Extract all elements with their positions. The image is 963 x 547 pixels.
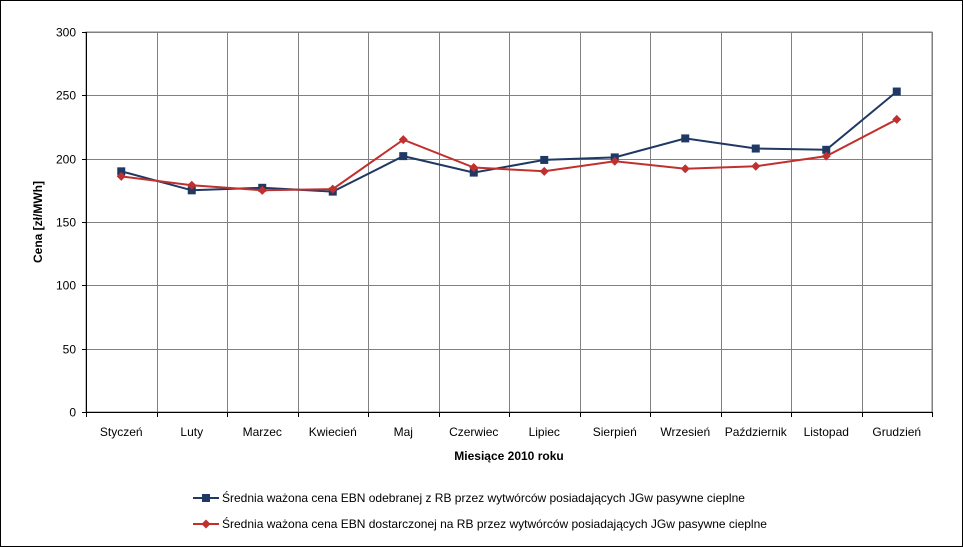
x-tick-label: Kwiecień bbox=[309, 425, 357, 439]
data-point bbox=[610, 156, 620, 166]
x-tick-label: Lipiec bbox=[529, 425, 560, 439]
y-tick-label: 200 bbox=[56, 153, 76, 167]
data-point bbox=[117, 167, 126, 176]
series-1 bbox=[116, 114, 902, 195]
series-line-0 bbox=[121, 90, 898, 193]
x-tick-label: Sierpień bbox=[593, 425, 637, 439]
legend-entry-0: Średnia ważona cena EBN odebranej z RB p… bbox=[193, 490, 745, 505]
x-tick-label: Maj bbox=[394, 425, 413, 439]
legend-entry-1: Średnia ważona cena EBN dostarczonej na … bbox=[193, 516, 767, 531]
data-point bbox=[399, 152, 408, 161]
x-tick-label: Grudzień bbox=[872, 425, 921, 439]
grid bbox=[85, 31, 933, 413]
x-tick-label: Czerwiec bbox=[449, 425, 498, 439]
legend: Średnia ważona cena EBN odebranej z RB p… bbox=[193, 490, 767, 531]
data-point bbox=[751, 161, 761, 171]
x-tick-label: Listopad bbox=[804, 425, 849, 439]
axes bbox=[82, 32, 933, 417]
data-point bbox=[328, 184, 338, 194]
y-tick-labels: 0 50 100 150 200 250 300 bbox=[56, 26, 76, 420]
y-tick-label: 50 bbox=[63, 343, 77, 357]
data-point bbox=[892, 114, 902, 124]
legend-label-1: Średnia ważona cena EBN dostarczonej na … bbox=[222, 516, 767, 531]
x-axis-title: Miesiące 2010 roku bbox=[454, 449, 563, 463]
series-line-1 bbox=[121, 118, 898, 192]
data-point bbox=[187, 180, 197, 190]
data-point bbox=[469, 163, 479, 173]
x-tick-label: Styczeń bbox=[100, 425, 143, 439]
x-tick-label: Wrzesień bbox=[660, 425, 710, 439]
data-point bbox=[540, 155, 549, 164]
data-point bbox=[821, 151, 831, 161]
data-point bbox=[751, 144, 760, 153]
x-tick-labels: Styczeń Luty Marzec Kwiecień Maj Czerwiec Lipi… bbox=[100, 425, 921, 439]
data-point bbox=[469, 168, 478, 177]
y-tick-label: 300 bbox=[56, 26, 76, 40]
data-point bbox=[822, 145, 831, 154]
y-tick-label: 150 bbox=[56, 216, 76, 230]
x-tick-label: Październik bbox=[725, 425, 788, 439]
y-tick-label: 100 bbox=[56, 279, 76, 293]
legend-label-0: Średnia ważona cena EBN odebranej z RB p… bbox=[222, 490, 745, 505]
data-point bbox=[539, 166, 549, 176]
series bbox=[116, 87, 902, 196]
data-point bbox=[187, 186, 196, 195]
data-point bbox=[257, 185, 267, 195]
data-point bbox=[892, 87, 901, 96]
y-tick-label: 0 bbox=[69, 406, 76, 420]
data-point bbox=[680, 164, 690, 174]
data-point bbox=[398, 135, 408, 145]
x-tick-label: Marzec bbox=[243, 425, 282, 439]
data-point bbox=[116, 171, 126, 181]
x-tick-label: Luty bbox=[180, 425, 203, 439]
data-point bbox=[681, 134, 690, 143]
y-axis-title: Cena [zł/MWh] bbox=[31, 181, 45, 263]
y-tick-label: 250 bbox=[56, 89, 76, 103]
